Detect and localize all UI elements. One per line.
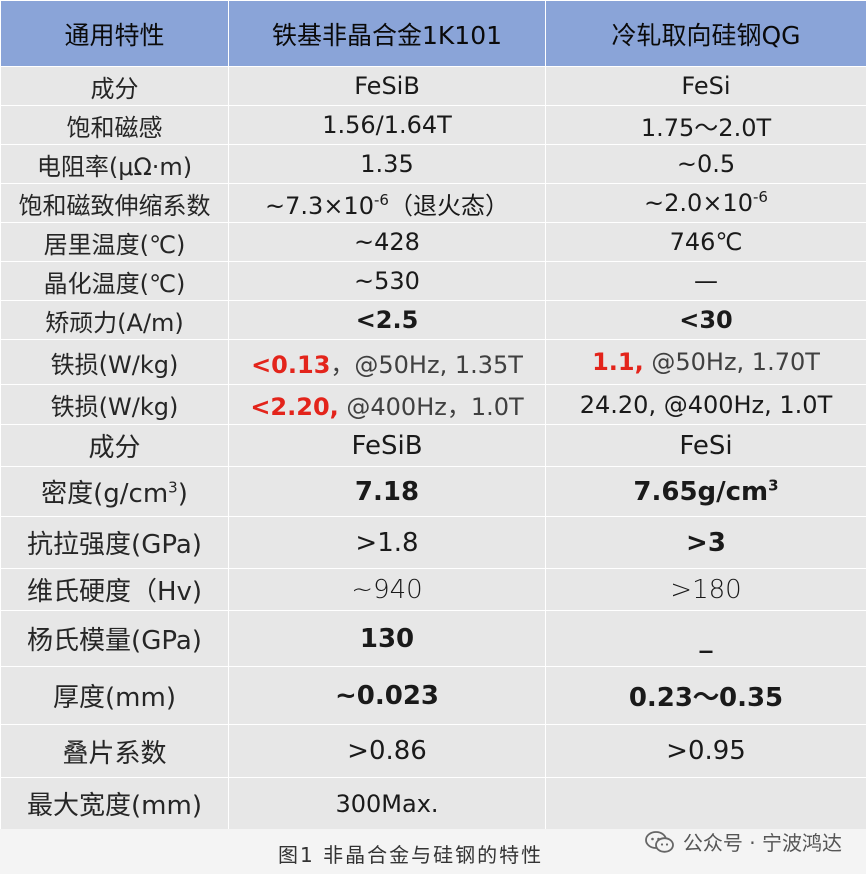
silicon-value: 24.20, @400Hz, 1.0T [545,384,866,425]
value-exponent: -6 [373,190,389,209]
amorphous-value: <2.5 [228,300,546,340]
silicon-value: >180 [545,568,866,611]
table-row: 密度(g/cm3) 7.18 7.65g/cm3 [0,466,866,517]
silicon-value: _ [545,610,866,667]
amorphous-value: 300Max. [228,777,546,830]
amorphous-value: ~7.3×10-6（退火态） [228,183,546,223]
wechat-icon [645,830,674,853]
amorphous-value: FeSiB [228,424,546,467]
row-label: 抗拉强度(GPa) [0,516,229,569]
silicon-value: — [545,261,866,301]
amorphous-value: 130 [228,610,546,667]
table-row: 最大宽度(mm) 300Max. [0,777,866,830]
value-base: ~2.0×10 [644,189,753,217]
label-exponent: 3 [168,478,178,497]
silicon-value: 1.75～2.0T [545,105,866,145]
row-label: 居里温度(℃) [0,222,229,262]
row-label: 叠片系数 [0,724,229,778]
row-label: 铁损(W/kg) [0,384,229,425]
table-row: 铁损(W/kg) <2.20, @400Hz，1.0T 24.20, @400H… [0,384,866,425]
value-condition: ，@50Hz, 1.35T [330,350,523,379]
value-exponent: 3 [768,475,779,494]
header-amorphous-alloy: 铁基非晶合金1K101 [228,0,546,67]
amorphous-value: 1.56/1.64T [228,105,546,145]
table-row: 维氏硬度（Hv) ~940 >180 [0,568,866,611]
value-condition: @400Hz，1.0T [338,393,524,421]
amorphous-value: FeSiB [228,66,546,106]
value-condition: @50Hz, 1.70T [643,348,820,376]
watermark: 公众号 · 宁波鸿达 [645,827,842,856]
table-row: 叠片系数 >0.86 >0.95 [0,724,866,778]
row-label: 厚度(mm) [0,666,229,725]
properties-table: 通用特性 铁基非晶合金1K101 冷轧取向硅钢QG 成分 FeSiB FeSi … [0,0,866,830]
silicon-value: 1.1, @50Hz, 1.70T [545,339,866,385]
table-row: 矫顽力(A/m) <2.5 <30 [0,300,866,340]
amorphous-value: <2.20, @400Hz，1.0T [228,384,546,425]
value-suffix: （退火态） [388,191,509,220]
silicon-value: FeSi [545,66,866,106]
amorphous-value: <0.13，@50Hz, 1.35T [228,339,546,385]
silicon-value: >0.95 [545,724,866,778]
header-row: 通用特性 铁基非晶合金1K101 冷轧取向硅钢QG [0,0,866,67]
table-row: 饱和磁感 1.56/1.64T 1.75～2.0T [0,105,866,145]
table-row: 抗拉强度(GPa) >1.8 >3 [0,516,866,569]
row-label: 电阻率(μΩ·m) [0,144,229,184]
row-label: 矫顽力(A/m) [0,300,229,340]
row-label: 饱和磁致伸缩系数 [0,183,229,223]
table-row: 成分 FeSiB FeSi [0,66,866,106]
table-row: 电阻率(μΩ·m) 1.35 ~0.5 [0,144,866,184]
row-label: 密度(g/cm3) [0,466,229,517]
row-label: 饱和磁感 [0,105,229,145]
silicon-value: 7.65g/cm3 [545,466,866,517]
value-base: 7.65g/cm [633,476,769,507]
caption-bar: 图1 非晶合金与硅钢的特性 [0,829,866,874]
header-property: 通用特性 [0,0,229,67]
header-silicon-steel: 冷轧取向硅钢QG [545,0,866,67]
row-label: 成分 [0,424,229,467]
row-label: 成分 [0,66,229,106]
watermark-text: 公众号 · 宁波鸿达 [682,831,842,855]
table-row: 居里温度(℃) ~428 746℃ [0,222,866,262]
value-base: ~7.3×10 [265,191,374,220]
label-end: ) [177,479,188,509]
silicon-value: 0.23～0.35 [545,666,866,725]
amorphous-value: ~0.023 [228,666,546,725]
silicon-value: >3 [545,516,866,569]
table-row: 厚度(mm) ~0.023 0.23～0.35 [0,666,866,725]
amorphous-value: 7.18 [228,466,546,517]
value-highlight: <0.13 [251,350,331,379]
row-label: 最大宽度(mm) [0,777,229,830]
silicon-value: FeSi [545,424,866,467]
value-exponent: -6 [752,188,768,206]
amorphous-value: 1.35 [228,144,546,184]
value-highlight: 1.1, [592,348,644,376]
amorphous-value: >0.86 [228,724,546,778]
figure-caption: 图1 非晶合金与硅钢的特性 [278,843,544,867]
table-row: 铁损(W/kg) <0.13，@50Hz, 1.35T 1.1, @50Hz, … [0,339,866,385]
silicon-value [545,777,866,830]
label-base: 密度(g/cm [41,479,169,509]
row-label: 杨氏模量(GPa) [0,610,229,667]
silicon-value: ~2.0×10-6 [545,183,866,223]
row-label: 晶化温度(℃) [0,261,229,301]
value-highlight: <2.20, [250,393,339,421]
silicon-value: 746℃ [545,222,866,262]
row-label: 铁损(W/kg) [0,339,229,385]
silicon-value: <30 [545,300,866,340]
table-row: 饱和磁致伸缩系数 ~7.3×10-6（退火态） ~2.0×10-6 [0,183,866,223]
silicon-value: ~0.5 [545,144,866,184]
amorphous-value: ~940 [228,568,546,611]
table-row: 杨氏模量(GPa) 130 _ [0,610,866,667]
row-label: 维氏硬度（Hv) [0,568,229,611]
amorphous-value: ~428 [228,222,546,262]
table-row: 成分 FeSiB FeSi [0,424,866,467]
amorphous-value: >1.8 [228,516,546,569]
amorphous-value: ~530 [228,261,546,301]
table-row: 晶化温度(℃) ~530 — [0,261,866,301]
